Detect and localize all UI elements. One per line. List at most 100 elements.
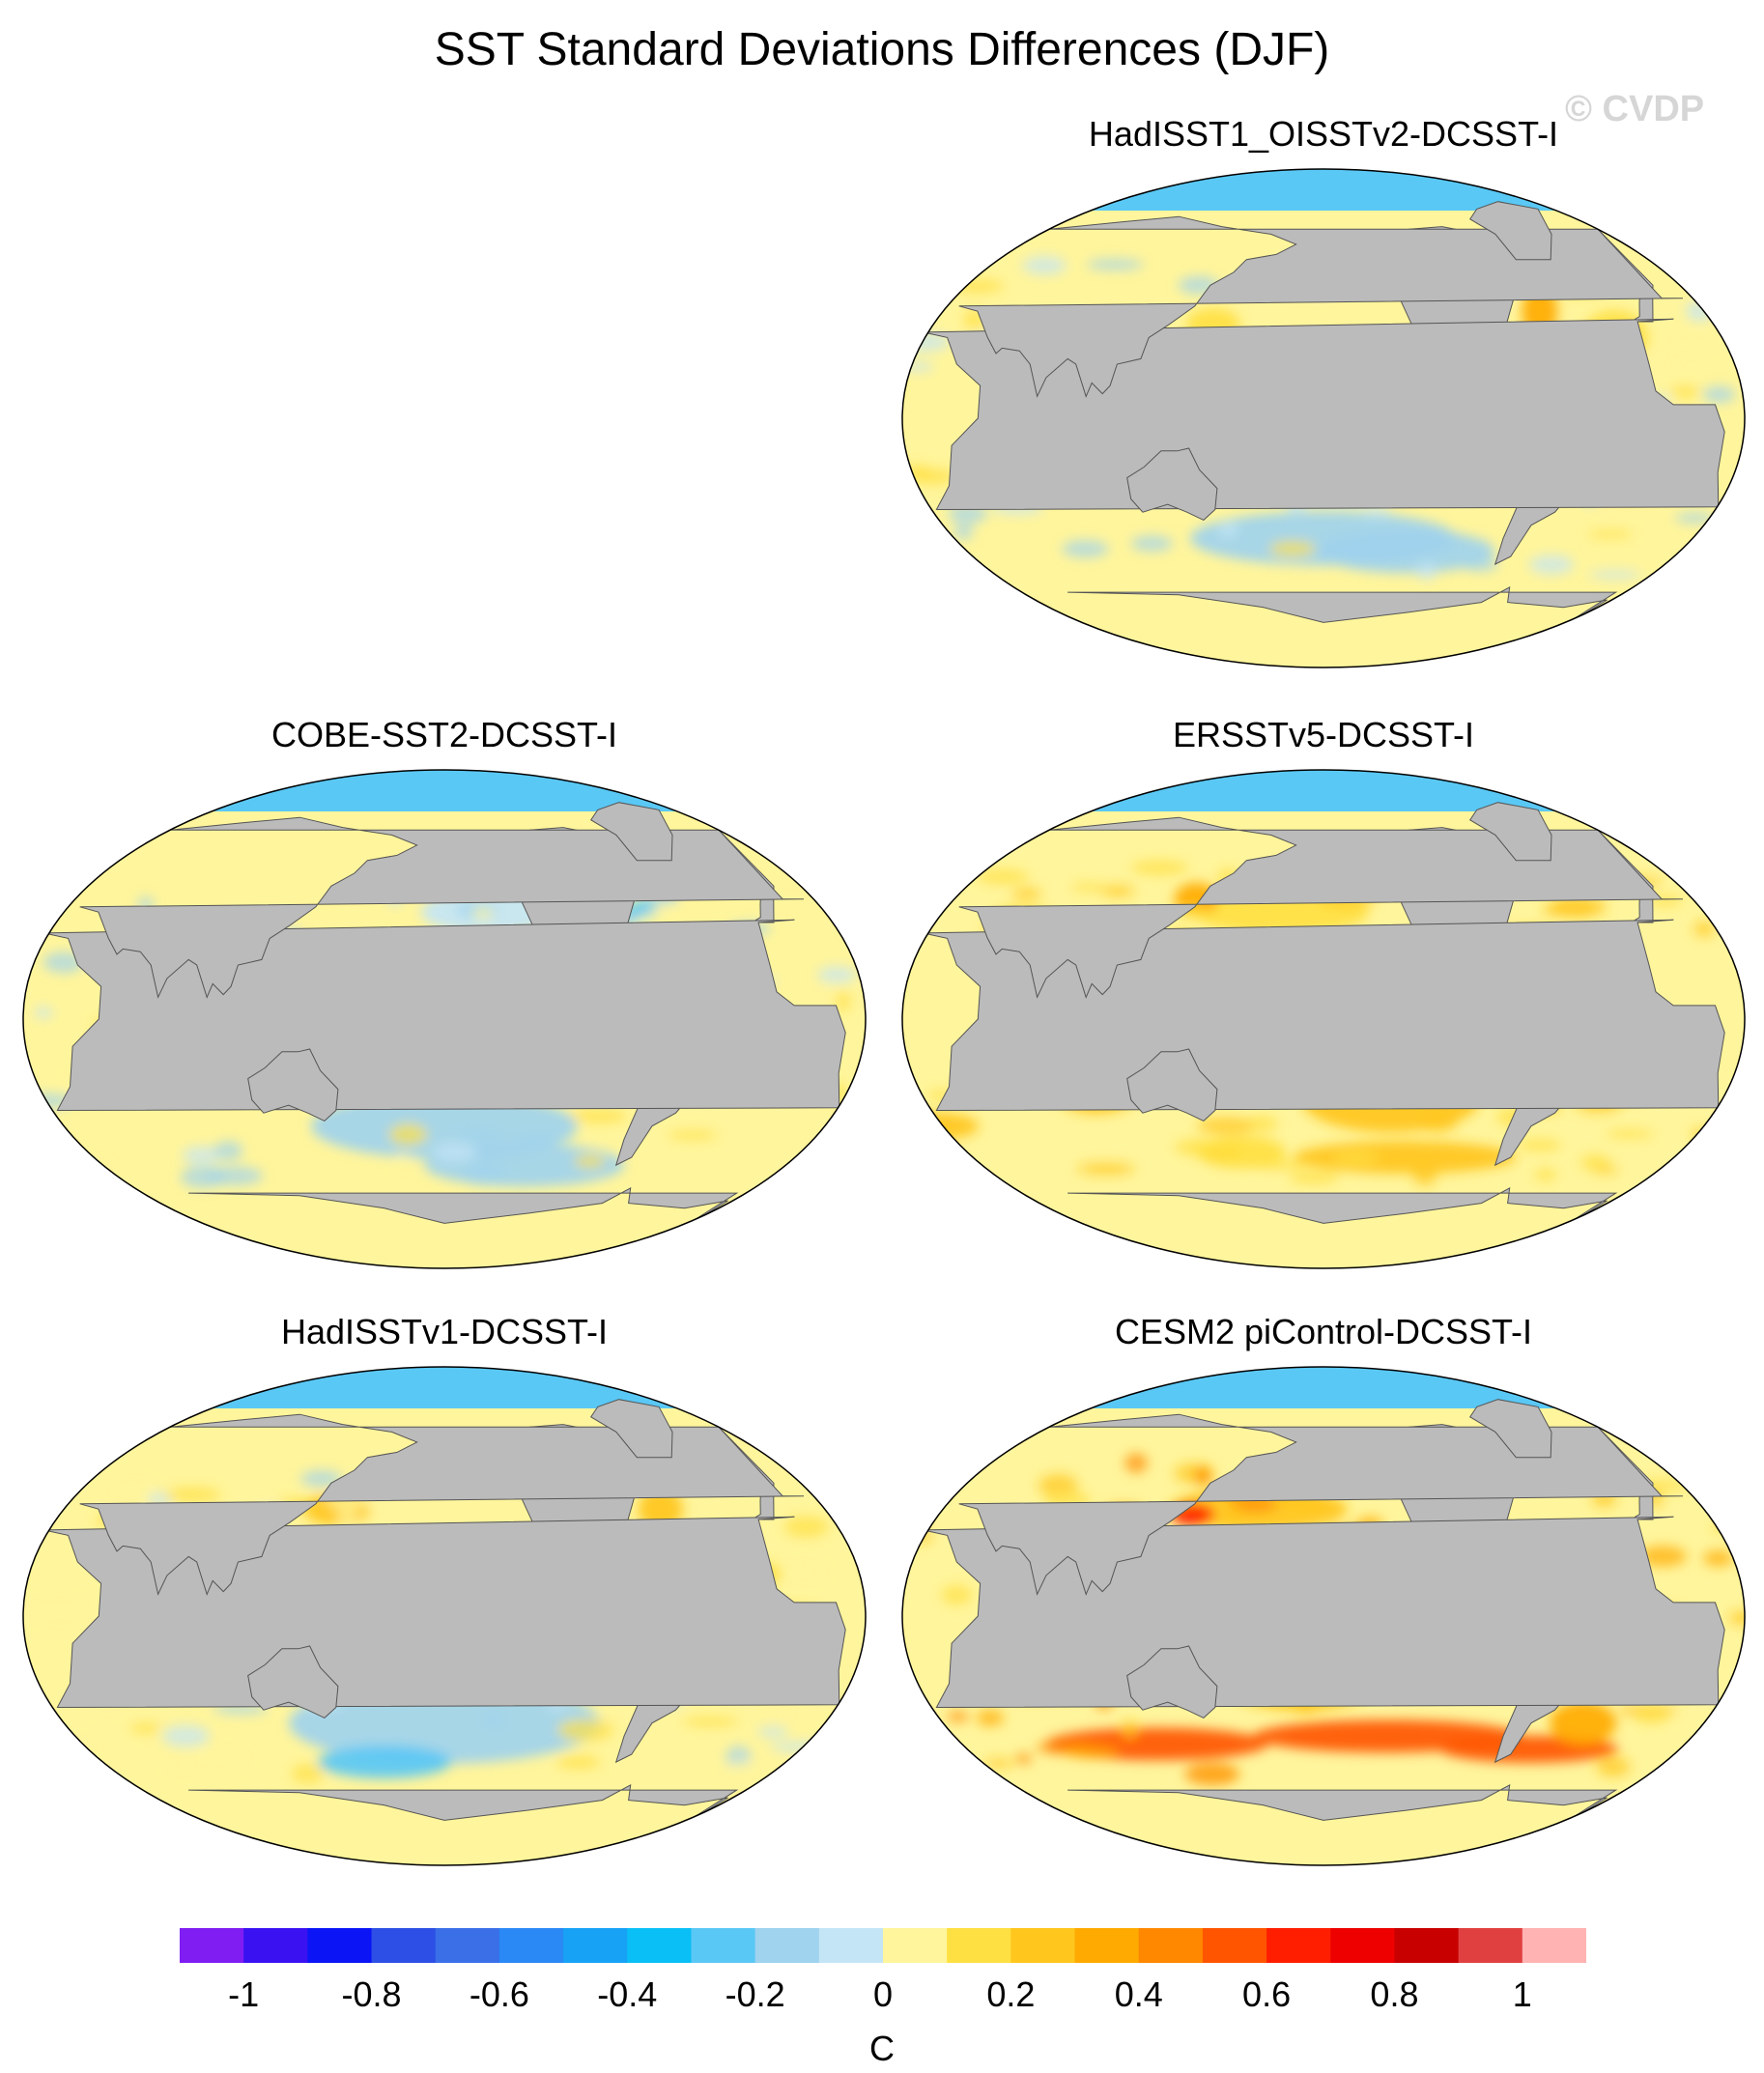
sst-anomaly-speck [1332,1151,1380,1166]
arctic-anomaly [23,1367,866,1408]
sst-anomaly-region [902,1112,980,1140]
sst-anomaly-speck [337,1505,356,1528]
sst-anomaly-speck [947,1711,969,1722]
colorbar-swatch [1010,1928,1076,1963]
colorbar-swatch [627,1928,692,1963]
colorbar-swatch [1266,1928,1331,1963]
sst-anomaly-speck [1462,557,1498,572]
sst-anomaly-speck [1534,1168,1557,1181]
arctic-anomaly [902,770,1745,811]
sst-anomaly-speck [1702,385,1736,404]
sst-anomaly-speck [1130,535,1174,552]
panel-title: CESM2 piControl-DCSST-I [1114,1312,1533,1351]
panel-title: HadISST1_OISSTv2-DCSST-I [1088,114,1559,154]
colorbar-tick-label: 0.8 [1370,1974,1419,2014]
land-greenland [589,1399,673,1459]
sst-anomaly-speck [1542,903,1596,917]
land-antarctica [188,1783,739,1851]
sst-anomaly-region [1317,529,1495,574]
sst-anomaly-speck [555,1755,601,1770]
sst-anomaly-speck [291,1764,325,1783]
land-greenland [1468,802,1552,862]
sst-anomaly-speck [433,1142,477,1163]
sst-anomaly-speck [1100,885,1135,897]
colorbar-swatch [243,1928,308,1963]
sst-anomaly-speck [1693,922,1715,937]
figure-title: SST Standard Deviations Differences (DJF… [434,24,1330,75]
colorbar-swatch [180,1928,244,1963]
sst-anomaly-speck [1022,256,1067,275]
panel-title: ERSSTv5-DCSST-I [1172,715,1475,754]
colorbar-tick-label: -1 [228,1974,260,2014]
sst-anomaly-speck [1124,1453,1148,1473]
sst-anomaly-speck [668,1130,718,1140]
land-africa [923,1516,1725,1709]
world-map [22,769,867,1269]
map-border [901,769,1746,1269]
sst-anomaly-region [318,1746,452,1778]
sst-anomaly-speck [394,1151,411,1172]
colorbar-swatch [1330,1928,1395,1963]
land-greenland [1468,1399,1552,1459]
land-australia [247,1048,339,1122]
map-panel-cobe-sst2: COBE-SST2-DCSST-I [10,715,879,1314]
land-asia [79,1413,805,1596]
colorbar-tick-label: -0.2 [725,1974,785,2014]
sst-anomaly-speck [902,361,934,372]
sst-anomaly-speck [1251,1159,1308,1171]
colorbar-tick-label: 0.2 [986,1974,1036,2014]
colorbar-tick-label: 0.6 [1242,1974,1292,2014]
sst-anomaly-speck [1122,1719,1138,1740]
sst-anomaly-speck [835,990,852,1011]
land-antarctica [1067,1783,1618,1851]
sst-anomaly-speck [783,1516,829,1538]
land-asia [958,215,1684,398]
world-map [901,1366,1746,1866]
colorbar-swatch [883,1928,948,1963]
sst-anomaly-speck [682,1717,739,1727]
sst-anomaly-speck [1633,1704,1671,1724]
land-australia [1126,1048,1218,1122]
sst-anomaly-speck [1596,1756,1631,1777]
land-africa [43,1516,846,1709]
colorbar-swatch [435,1928,500,1963]
sst-anomaly-region [1294,1141,1517,1174]
map-panel-cesm2-picontrol: CESM2 piControl-DCSST-I [889,1312,1758,1911]
sst-anomaly-speck [1070,883,1108,893]
land-antarctica [1067,1186,1618,1254]
sst-anomaly-speck [913,469,955,485]
sst-anomaly-speck [1638,1546,1687,1567]
sst-anomaly-speck [1587,529,1634,539]
land-asia [79,816,805,999]
sst-anomaly-speck [769,1708,793,1719]
land-africa [923,318,1725,511]
colorbar-tick-label: 0.4 [1114,1974,1163,2014]
sst-anomaly-speck [168,1761,196,1772]
sst-anomaly-speck [190,1748,248,1770]
sst-anomaly-speck [1579,1154,1610,1171]
colorbar-swatch [307,1928,373,1963]
sst-anomaly-speck [1077,1162,1135,1176]
sst-anomaly-speck [1062,540,1109,558]
sst-anomaly-speck [977,868,1030,885]
map-border [22,769,867,1269]
sst-anomaly-speck [388,1122,428,1147]
colorbar-swatch [1394,1928,1460,1963]
colorbar [180,1928,1586,1963]
sst-anomaly-region [1550,1701,1617,1746]
land-africa [43,919,846,1112]
land-asia [958,816,1684,999]
world-map [901,168,1746,668]
colorbar-swatch [818,1928,884,1963]
sst-anomaly-speck [570,1109,628,1123]
colorbar-swatch [563,1928,628,1963]
sst-anomaly-speck [976,1709,1005,1727]
colorbar-unit: C [869,2029,895,2068]
colorbar-tick-label: -0.4 [597,1974,658,2014]
sst-anomaly-speck [1528,554,1575,575]
sst-anomaly-speck [454,1129,504,1141]
colorbar-swatch [754,1928,820,1963]
sst-anomaly-speck [162,1724,211,1747]
sst-anomaly-speck [1416,562,1437,581]
sst-anomaly-speck [1639,357,1682,368]
